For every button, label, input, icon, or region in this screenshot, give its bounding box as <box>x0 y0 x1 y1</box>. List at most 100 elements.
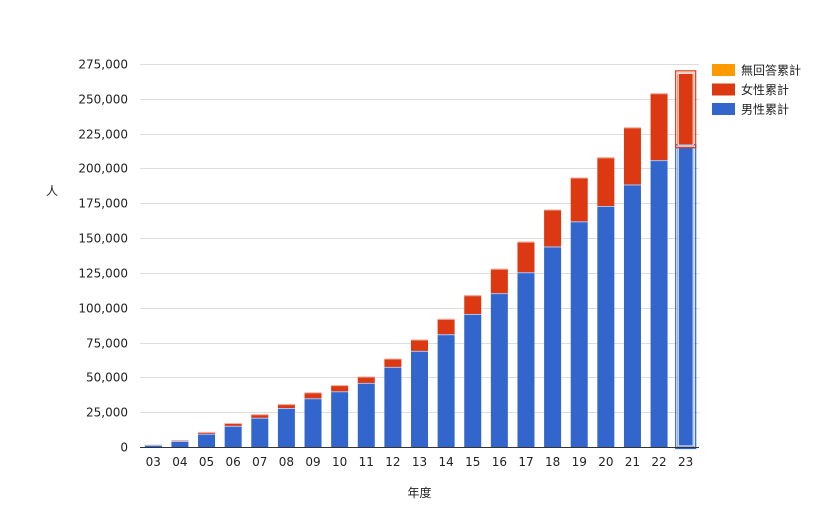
x-tick-label: 07 <box>252 455 267 469</box>
bar-segment[interactable] <box>357 376 375 383</box>
bar-group-15[interactable] <box>464 295 482 447</box>
bar-group-12[interactable] <box>384 358 402 447</box>
bar-group-13[interactable] <box>411 339 428 447</box>
bar-segment[interactable] <box>650 93 668 161</box>
bar-group-14[interactable] <box>437 318 455 447</box>
bar-segment[interactable] <box>331 385 349 392</box>
x-tick-label: 05 <box>199 455 214 469</box>
bar-segment[interactable] <box>544 246 562 447</box>
x-tick-label: 23 <box>678 455 693 469</box>
bar-segment[interactable] <box>597 206 615 447</box>
bar-segment[interactable] <box>224 423 242 426</box>
bar-segment[interactable] <box>304 392 322 399</box>
bar-segment[interactable] <box>304 398 322 447</box>
bar-segment[interactable] <box>437 318 455 335</box>
bar-group-20[interactable] <box>597 157 615 447</box>
x-tick-label: 12 <box>385 455 400 469</box>
bar-segment[interactable] <box>570 177 588 222</box>
bar-segment[interactable] <box>411 350 428 447</box>
bar-highlight-inner <box>677 72 694 146</box>
bars <box>144 70 697 450</box>
bar-group-09[interactable] <box>304 392 322 447</box>
bar-group-08[interactable] <box>277 404 295 447</box>
bar-segment[interactable] <box>570 221 588 447</box>
y-tick-label: 50,000 <box>86 371 128 385</box>
bar-segment[interactable] <box>277 404 295 409</box>
bar-group-11[interactable] <box>357 376 375 447</box>
bar-segment[interactable] <box>517 241 535 273</box>
bar-segment[interactable] <box>384 366 402 447</box>
y-tick-label: 275,000 <box>78 58 128 72</box>
bar-segment[interactable] <box>623 184 641 448</box>
bar-segment[interactable] <box>677 146 695 448</box>
bar-segment[interactable] <box>171 441 189 447</box>
x-tick-label: 17 <box>518 455 533 469</box>
y-tick-label: 100,000 <box>78 302 128 316</box>
bar-segment[interactable] <box>437 334 455 447</box>
legend-item[interactable]: 男性累計 <box>712 102 789 117</box>
x-tick-label: 16 <box>492 455 507 469</box>
x-tick-label: 20 <box>598 455 613 469</box>
bar-segment[interactable] <box>464 295 482 314</box>
y-axis-title: 人 <box>46 184 58 198</box>
bar-segment[interactable] <box>357 382 375 447</box>
bar-group-10[interactable] <box>331 385 349 447</box>
bar-group-22[interactable] <box>650 93 668 447</box>
bar-segment[interactable] <box>623 127 641 185</box>
x-tick-label: 04 <box>172 455 187 469</box>
y-tick-label: 75,000 <box>86 337 128 351</box>
bar-segment[interactable] <box>597 157 615 207</box>
legend-swatch <box>712 103 735 115</box>
bar-segment[interactable] <box>490 268 508 294</box>
bar-segment[interactable] <box>331 391 349 447</box>
bar-segment[interactable] <box>464 313 482 447</box>
x-axis-ticks: 03 04 05 06 07 08 09 10 11 12 13 14 15 16 17 18 19 20 21 22… <box>146 455 694 469</box>
y-tick-label: 125,000 <box>78 267 128 281</box>
bar-segment[interactable] <box>224 425 242 447</box>
bar-segment[interactable] <box>650 160 668 447</box>
legend-swatch <box>712 64 735 76</box>
bar-group-21[interactable] <box>623 127 641 448</box>
y-tick-label: 225,000 <box>78 128 128 142</box>
x-tick-label: 18 <box>545 455 560 469</box>
bar-group-18[interactable] <box>544 209 562 447</box>
bar-group-06[interactable] <box>224 423 242 447</box>
bar-group-17[interactable] <box>517 241 535 447</box>
bar-segment[interactable] <box>490 293 508 447</box>
bar-segment[interactable] <box>677 72 695 147</box>
x-tick-label: 09 <box>305 455 320 469</box>
legend-item[interactable]: 無回答累計 <box>712 63 801 78</box>
bar-segment[interactable] <box>251 417 269 447</box>
bar-segment[interactable] <box>198 433 216 447</box>
bar-segment[interactable] <box>384 358 402 367</box>
bar-segment[interactable] <box>144 444 162 447</box>
bar-segment[interactable] <box>411 339 428 351</box>
x-tick-label: 10 <box>332 455 347 469</box>
x-tick-label: 15 <box>465 455 480 469</box>
bar-segment[interactable] <box>251 414 269 418</box>
bar-group-07[interactable] <box>251 414 269 447</box>
x-tick-label: 14 <box>438 455 453 469</box>
bar-group-16[interactable] <box>490 268 508 447</box>
x-tick-label: 19 <box>572 455 587 469</box>
bar-group-05[interactable] <box>198 431 216 447</box>
bar-segment[interactable] <box>277 408 295 447</box>
bar-segment[interactable] <box>544 209 562 247</box>
legend-label: 無回答累計 <box>741 63 801 78</box>
x-tick-label: 21 <box>625 455 640 469</box>
x-tick-label: 22 <box>651 455 666 469</box>
bar-group-23[interactable] <box>675 70 697 450</box>
bar-group-03[interactable] <box>144 444 162 447</box>
legend-item[interactable]: 女性累計 <box>712 82 789 97</box>
x-tick-label: 11 <box>359 455 374 469</box>
bar-segment[interactable] <box>517 272 535 447</box>
bar-group-19[interactable] <box>570 177 588 447</box>
legend-label: 女性累計 <box>741 82 789 97</box>
legend-swatch <box>712 83 735 96</box>
y-tick-label: 0 <box>120 441 128 455</box>
gridlines <box>140 64 699 413</box>
bar-group-04[interactable] <box>171 440 189 447</box>
